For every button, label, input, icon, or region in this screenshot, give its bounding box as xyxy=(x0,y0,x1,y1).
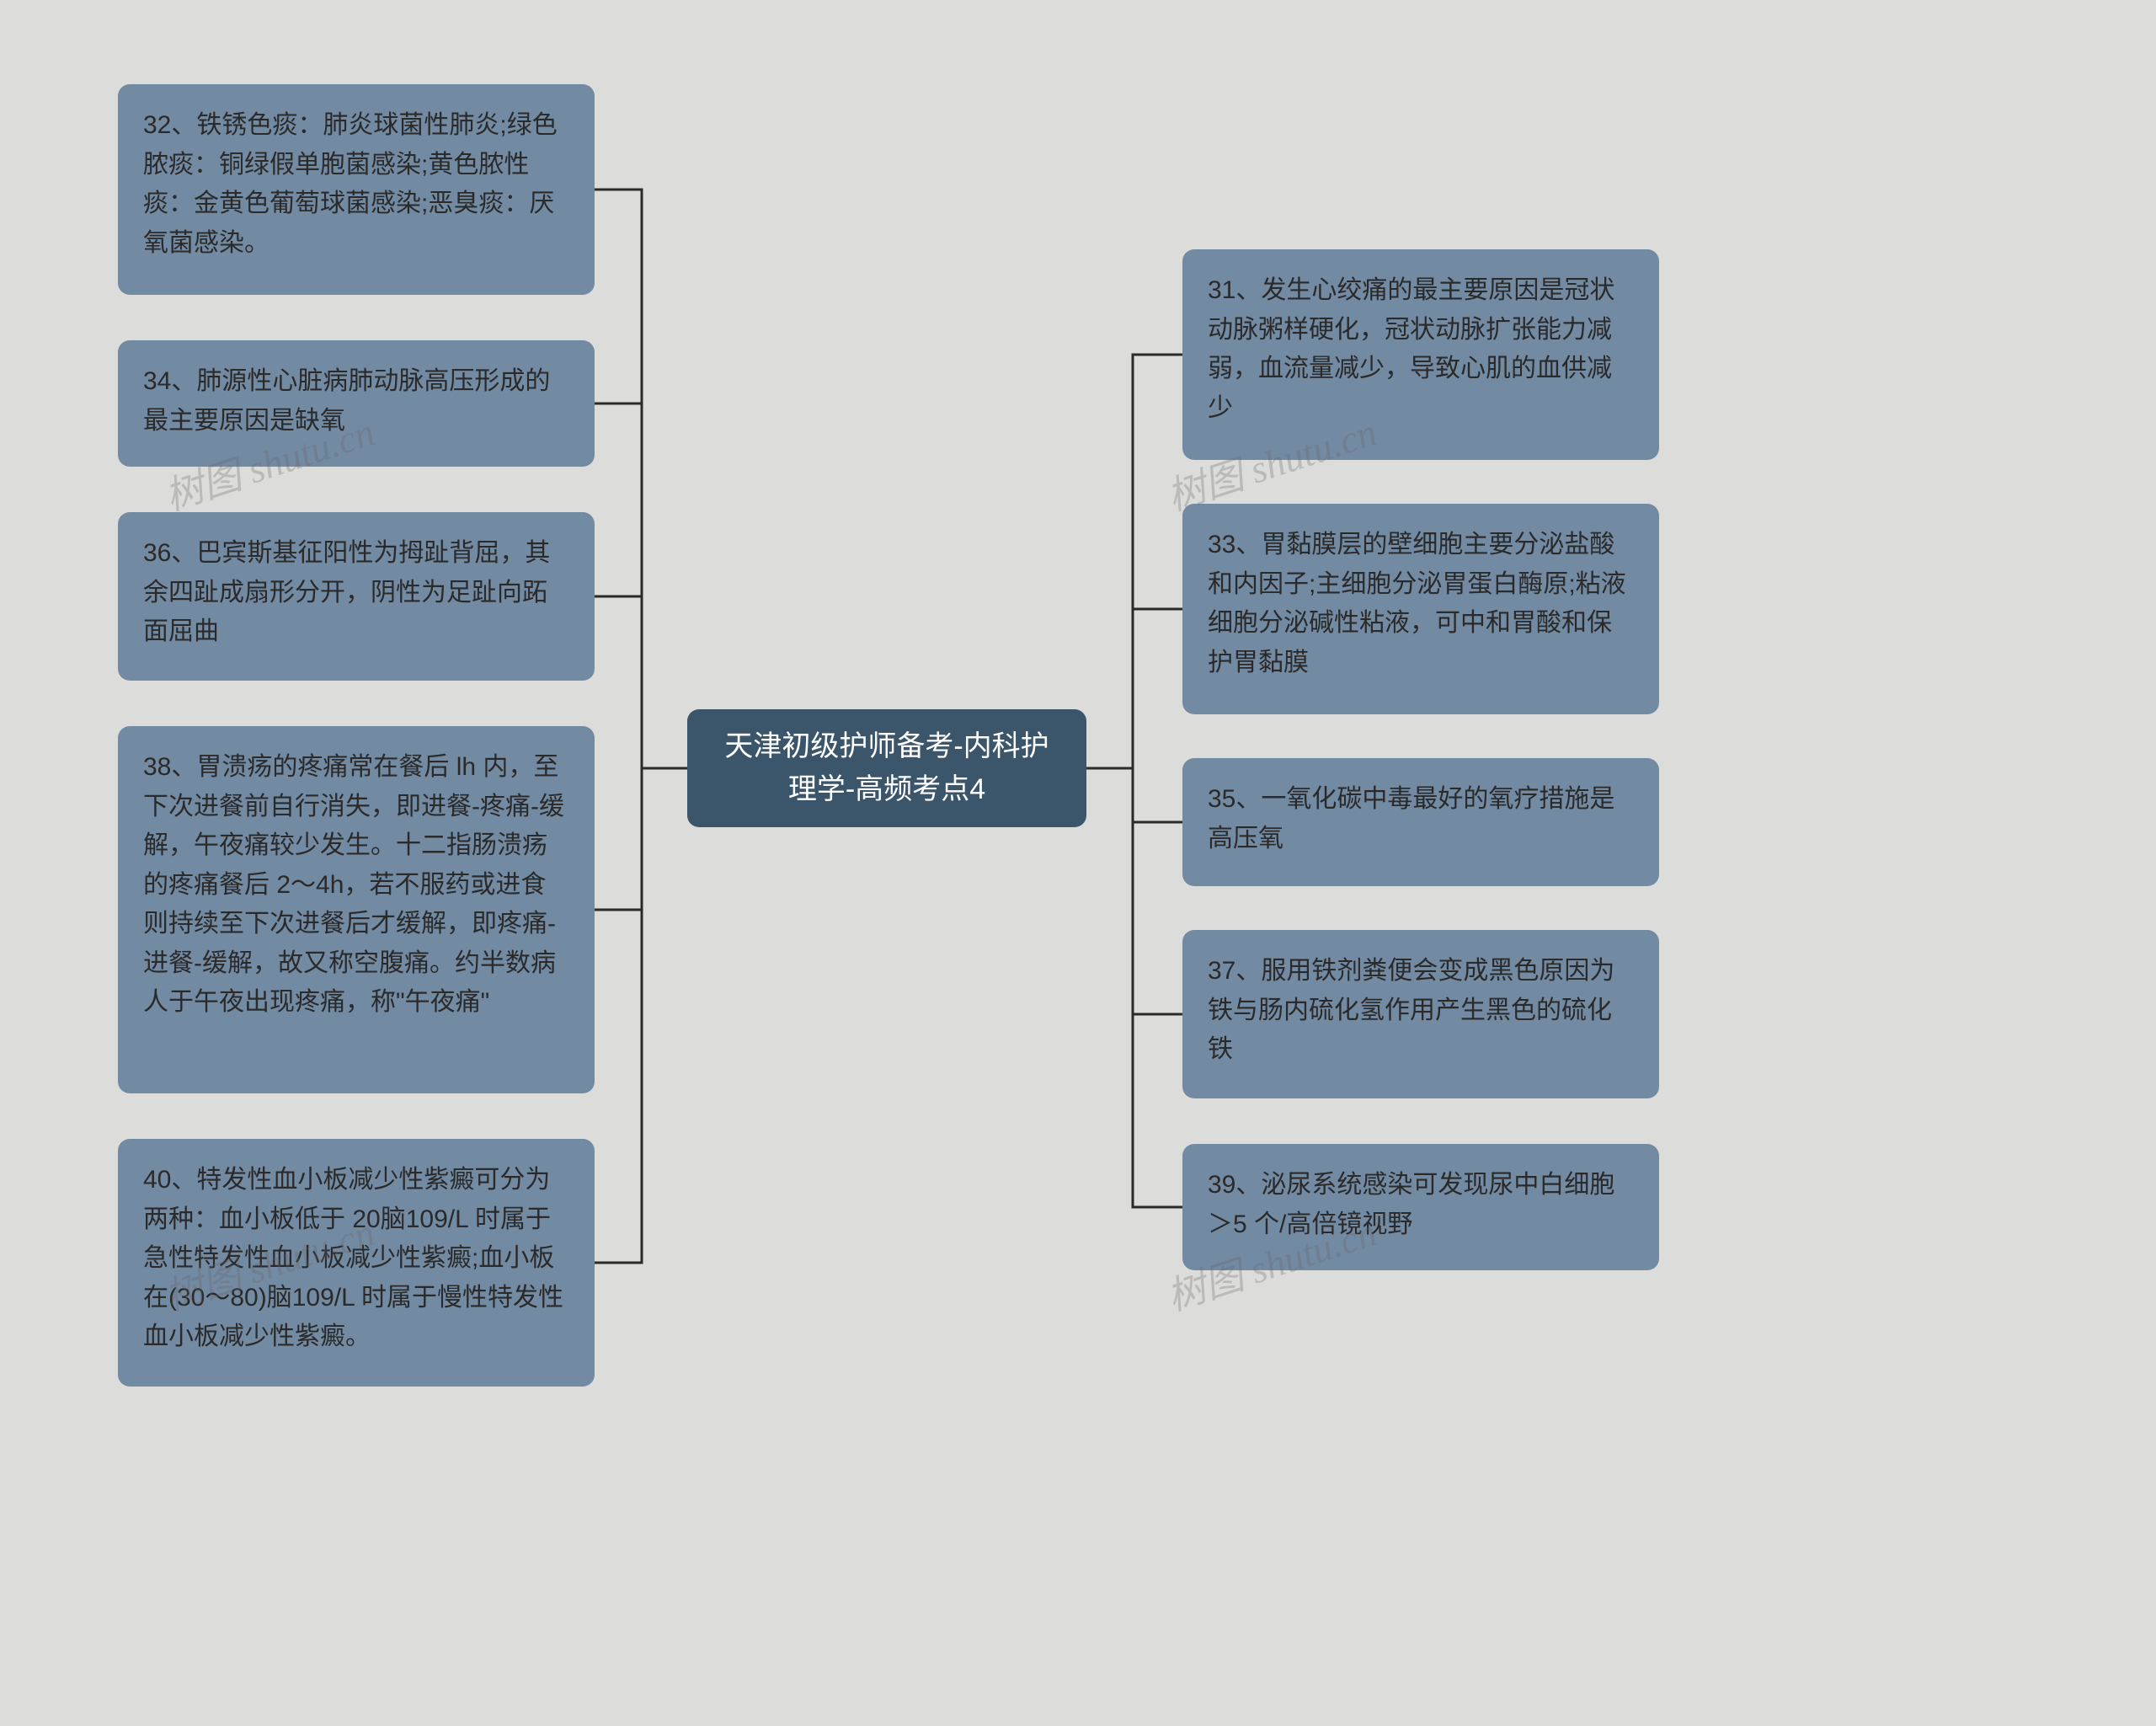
leaf-node-n32: 32、铁锈色痰：肺炎球菌性肺炎;绿色脓痰：铜绿假单胞菌感染;黄色脓性痰：金黄色葡… xyxy=(118,84,595,295)
leaf-node-n31: 31、发生心绞痛的最主要原因是冠状动脉粥样硬化，冠状动脉扩张能力减弱，血流量减少… xyxy=(1182,249,1659,460)
leaf-node-n37: 37、服用铁剂粪便会变成黑色原因为铁与肠内硫化氢作用产生黑色的硫化铁 xyxy=(1182,930,1659,1098)
leaf-node-n36: 36、巴宾斯基征阳性为拇趾背屈，其余四趾成扇形分开，阴性为足趾向跖面屈曲 xyxy=(118,512,595,681)
leaf-node-n40: 40、特发性血小板减少性紫癜可分为两种：血小板低于 20脑109/L 时属于急性… xyxy=(118,1139,595,1387)
leaf-node-n33: 33、胃黏膜层的壁细胞主要分泌盐酸和内因子;主细胞分泌胃蛋白酶原;粘液细胞分泌碱… xyxy=(1182,504,1659,714)
mindmap-canvas: 天津初级护师备考-内科护 理学-高频考点4 32、铁锈色痰：肺炎球菌性肺炎;绿色… xyxy=(0,0,2156,1726)
leaf-node-n34: 34、肺源性心脏病肺动脉高压形成的最主要原因是缺氧 xyxy=(118,340,595,467)
leaf-node-n35: 35、一氧化碳中毒最好的氧疗措施是高压氧 xyxy=(1182,758,1659,886)
leaf-node-n39: 39、泌尿系统感染可发现尿中白细胞＞5 个/高倍镜视野 xyxy=(1182,1144,1659,1270)
central-node: 天津初级护师备考-内科护 理学-高频考点4 xyxy=(687,709,1086,827)
leaf-node-n38: 38、胃溃疡的疼痛常在餐后 lh 内，至下次进餐前自行消失，即进餐-疼痛-缓解，… xyxy=(118,726,595,1093)
